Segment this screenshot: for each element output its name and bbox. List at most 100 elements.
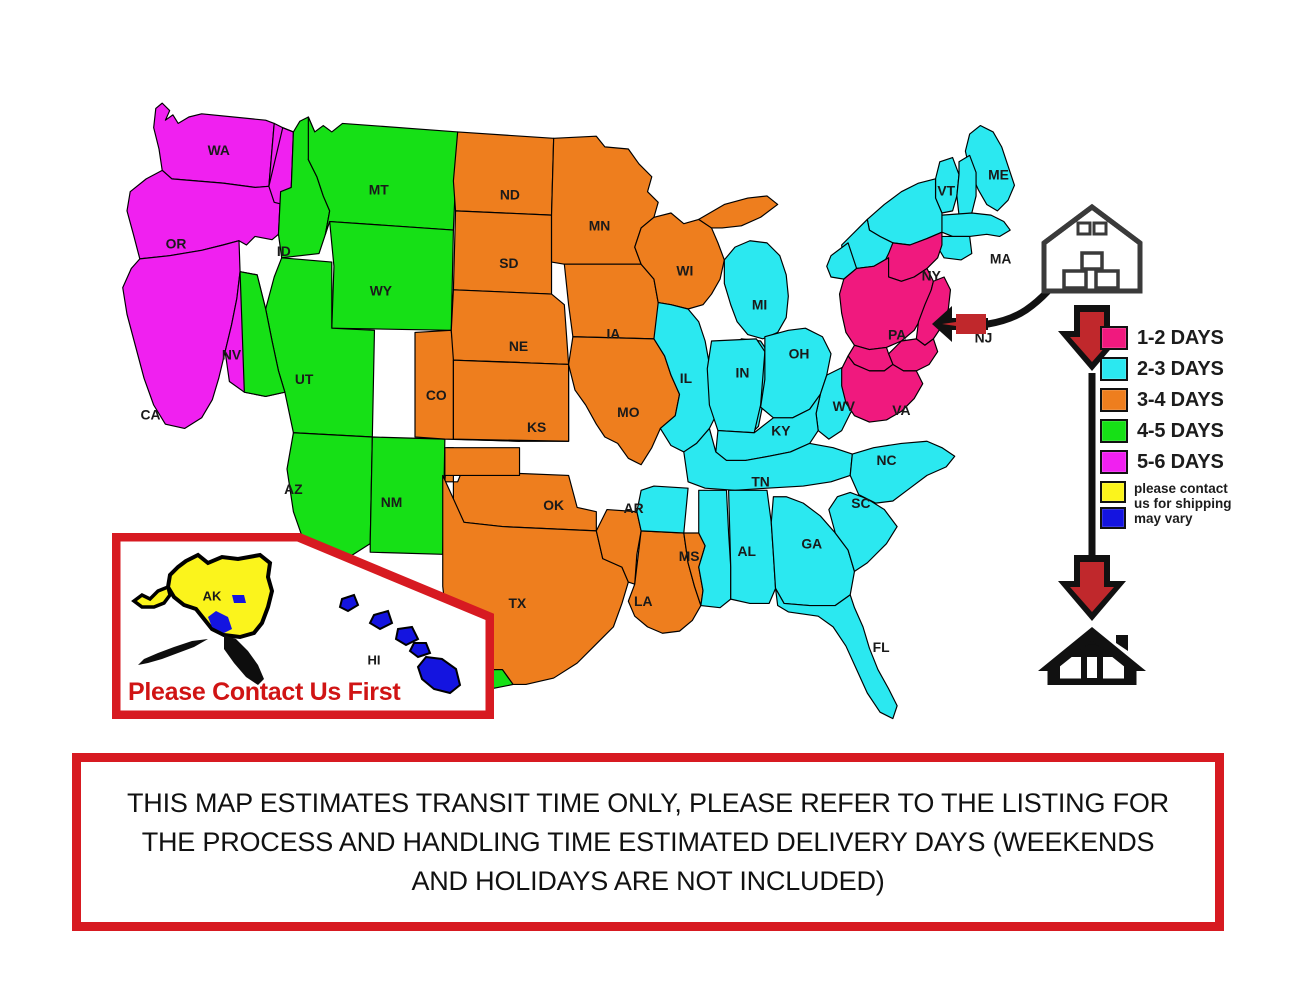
- state-label-NV: NV: [222, 347, 242, 363]
- state-label-AL: AL: [737, 543, 756, 559]
- state-label-VA: VA: [892, 402, 910, 418]
- state-label-IN: IN: [736, 365, 750, 381]
- state-IN-fix: [706, 338, 766, 434]
- legend-swatch-5-6-days: [1100, 450, 1128, 474]
- state-WI: [634, 212, 725, 310]
- state-label-AZ: AZ: [284, 481, 303, 497]
- state-SC: [828, 491, 898, 572]
- legend-swatch-may-vary-blue: [1100, 507, 1126, 529]
- state-label-OK: OK: [543, 497, 564, 513]
- state-HI: HI: [338, 593, 462, 695]
- state-MI-up: [698, 195, 779, 229]
- legend-label-3-4-days: 3-4 DAYS: [1137, 388, 1224, 411]
- state-MS: [698, 489, 732, 609]
- state-label-MO: MO: [617, 404, 640, 420]
- legend-swatch-1-2-days: [1100, 326, 1128, 350]
- inset-caption: Please Contact Us First: [128, 678, 401, 706]
- state-MN: [550, 135, 659, 265]
- home-icon: [1038, 627, 1146, 685]
- alaska-hawaii-inset: AK HI: [112, 533, 494, 719]
- state-label-WA: WA: [208, 142, 230, 158]
- state-NC: [849, 440, 956, 504]
- state-label-OH: OH: [789, 346, 810, 362]
- legend-note-line-2: us for shipping: [1134, 496, 1232, 511]
- state-label-MS: MS: [679, 548, 700, 564]
- state-WY: [329, 220, 454, 331]
- legend-label-2-3-days: 2-3 DAYS: [1137, 357, 1224, 380]
- legend-label-5-6-days: 5-6 DAYS: [1137, 450, 1224, 473]
- state-label-WI: WI: [676, 262, 693, 278]
- state-label-FL: FL: [873, 639, 890, 655]
- state-label-NC: NC: [876, 452, 896, 468]
- state-label-AR: AR: [624, 500, 644, 516]
- legend-swatch-contact-yellow: [1100, 481, 1126, 503]
- legend-note-text: please contact us for shipping may vary: [1134, 481, 1232, 526]
- state-label-SD: SD: [499, 255, 518, 271]
- legend-label-4-5-days: 4-5 DAYS: [1137, 419, 1224, 442]
- state-NV-east: [239, 271, 286, 398]
- state-label-NM: NM: [381, 494, 403, 510]
- state-label-WV: WV: [833, 398, 856, 414]
- state-label-IA: IA: [606, 325, 620, 341]
- warehouse-icon: [1041, 203, 1143, 294]
- state-label-MI: MI: [752, 296, 767, 312]
- state-label-ID: ID: [277, 243, 291, 259]
- legend-item-5-6-days: 5-6 DAYS: [1100, 450, 1290, 474]
- disclaimer-text: THIS MAP ESTIMATES TRANSIT TIME ONLY, PL…: [127, 787, 1169, 896]
- disclaimer-box: THIS MAP ESTIMATES TRANSIT TIME ONLY, PL…: [72, 753, 1224, 931]
- legend-swatch-3-4-days: [1100, 388, 1128, 412]
- state-SD: [452, 210, 553, 295]
- us-map-svg: WA OR CA NV ID MT WY UT AZ NM CO ND SD NE KS OK TX MN IA MO…: [122, 102, 1016, 720]
- state-label-VT: VT: [937, 182, 955, 198]
- state-MI: [723, 240, 789, 340]
- state-FL: [774, 587, 898, 720]
- state-label-LA: LA: [634, 593, 652, 609]
- state-label-WY: WY: [370, 283, 393, 299]
- state-AR-west: [595, 508, 642, 585]
- state-OK-panhandle: [444, 447, 521, 476]
- state-label-IL: IL: [680, 370, 693, 386]
- legend-item-1-2-days: 1-2 DAYS: [1100, 326, 1290, 350]
- legend-item-contact-us: please contact us for shipping may vary: [1100, 481, 1290, 533]
- state-label-TN: TN: [751, 474, 769, 490]
- state-label-ND: ND: [500, 187, 520, 203]
- state-label-MN: MN: [589, 218, 611, 234]
- state-label-PA: PA: [888, 326, 906, 342]
- inset-label-AK: AK: [203, 588, 222, 603]
- state-label-SC: SC: [851, 495, 870, 511]
- legend-label-1-2-days: 1-2 DAYS: [1137, 326, 1224, 349]
- legend-item-3-4-days: 3-4 DAYS: [1100, 388, 1290, 412]
- state-AK: AK: [131, 552, 275, 685]
- state-label-NY: NY: [922, 268, 942, 284]
- state-label-TX: TX: [509, 595, 527, 611]
- state-CA: [122, 240, 241, 430]
- state-AL: [728, 489, 777, 604]
- legend-item-4-5-days: 4-5 DAYS: [1100, 419, 1290, 443]
- down-arrow-icon-bottom: [1058, 555, 1126, 621]
- inset-label-HI: HI: [368, 652, 381, 667]
- legend: 1-2 DAYS 2-3 DAYS 3-4 DAYS 4-5 DAYS 5-6 …: [1100, 326, 1290, 533]
- state-UT: [265, 257, 376, 438]
- legend-note-swatch-group: [1100, 481, 1126, 533]
- legend-swatch-4-5-days: [1100, 419, 1128, 443]
- state-label-UT: UT: [295, 371, 314, 387]
- state-MA: [941, 212, 1011, 238]
- state-KS-full: [452, 359, 570, 442]
- legend-swatch-2-3-days: [1100, 357, 1128, 381]
- state-label-GA: GA: [801, 535, 822, 551]
- state-MO: [568, 336, 681, 466]
- state-label-KY: KY: [771, 422, 791, 438]
- state-VA-north: [841, 355, 924, 423]
- state-ND: [452, 131, 555, 216]
- state-label-KS: KS: [527, 419, 546, 435]
- state-label-group: WA OR CA NV ID MT WY UT AZ NM CO ND SD NE KS OK TX MN IA MO…: [140, 142, 1011, 655]
- legend-item-2-3-days: 2-3 DAYS: [1100, 357, 1290, 381]
- state-label-ME: ME: [988, 166, 1009, 182]
- legend-note-line-1: please contact: [1134, 481, 1228, 496]
- state-label-MA: MA: [990, 251, 1012, 267]
- origin-to-destination-flow: [1030, 195, 1160, 685]
- us-transit-map: WA OR CA NV ID MT WY UT AZ NM CO ND SD NE KS OK TX MN IA MO…: [95, 85, 1055, 725]
- state-label-NE: NE: [509, 338, 528, 354]
- legend-note-line-3: may vary: [1134, 511, 1193, 526]
